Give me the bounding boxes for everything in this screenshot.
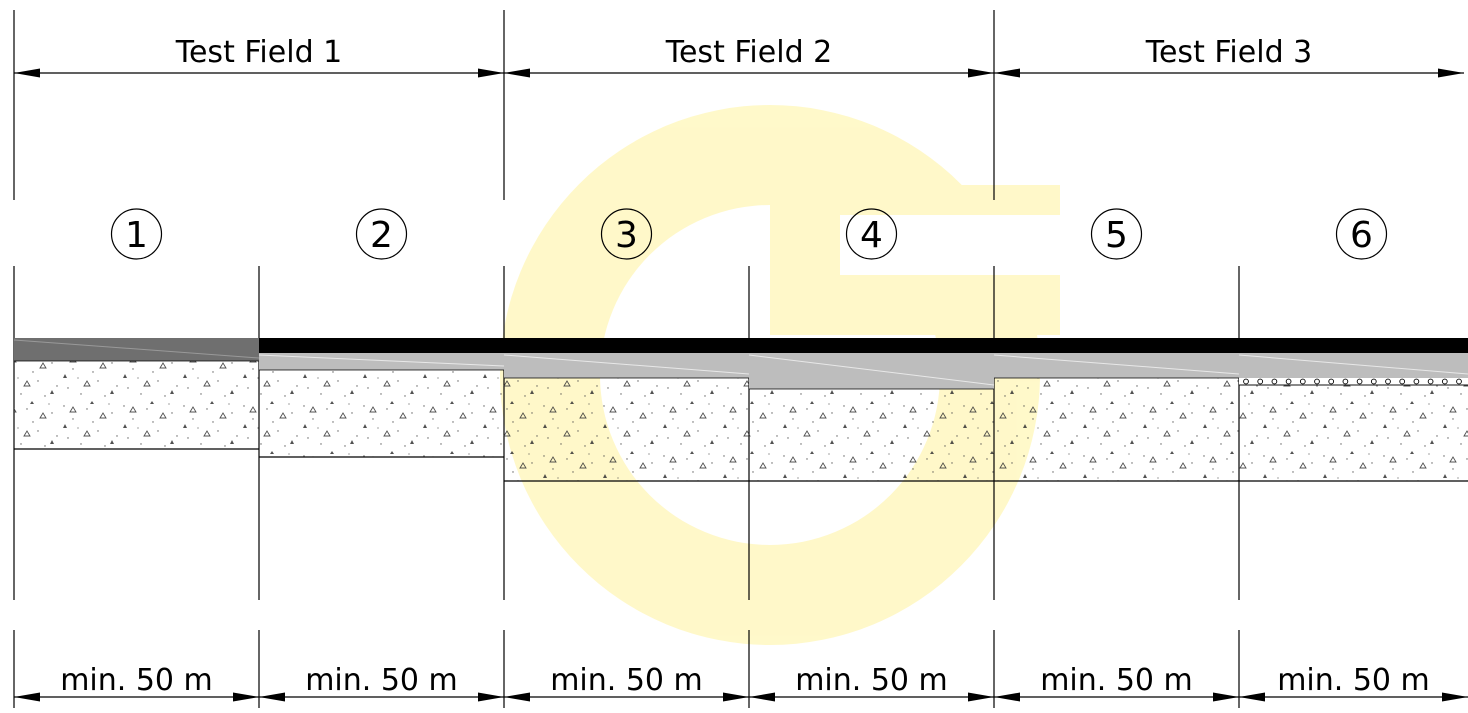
- binder-course-layer: [994, 353, 1239, 378]
- section-number-circle-3: [600, 208, 653, 260]
- pavement-section-5: [993, 338, 1240, 482]
- arrow-head-icon: [504, 68, 530, 78]
- arrow-head-icon: [478, 692, 504, 702]
- arrow-head-icon: [994, 692, 1020, 702]
- gravel-base-layer: [259, 370, 504, 457]
- arrow-head-icon: [1239, 692, 1265, 702]
- gravel-base-layer: [504, 378, 749, 481]
- section-number-circle-6: [1335, 208, 1388, 260]
- circle-interlayer-dot: [1285, 378, 1292, 385]
- section-length-label-1: min. 50 m: [60, 663, 213, 698]
- wearing-course-layer: [1239, 338, 1468, 353]
- wearing-course-layer: [259, 338, 504, 353]
- circle-interlayer-dot: [1456, 378, 1462, 385]
- section-length-label-4: min. 50 m: [795, 663, 948, 698]
- binder-course-layer: [1239, 353, 1468, 378]
- binder-hatch-line: [1238, 354, 1468, 375]
- circle-interlayer-dot: [1385, 378, 1391, 385]
- wearing-hatch-line: [13, 339, 260, 359]
- binder-hatch-line: [258, 354, 505, 367]
- binder-hatch-line: [993, 354, 1240, 375]
- pavement-section-3: [503, 338, 750, 482]
- gravel-base-layer: [749, 389, 994, 481]
- section-number-circle-4: [845, 208, 898, 260]
- arrow-head-icon: [478, 68, 504, 78]
- circle-interlayer-dot: [1257, 378, 1264, 385]
- arrow-head-icon: [749, 692, 775, 702]
- binder-hatch-line: [748, 354, 995, 386]
- gravel-base-layer: [994, 378, 1239, 481]
- test-field-label-2: Test Field 2: [665, 35, 832, 70]
- circle-interlayer-dot: [1356, 378, 1363, 385]
- section-number-3: 3: [615, 215, 638, 256]
- circle-interlayer-dot: [1271, 378, 1278, 385]
- test-field-label-1: Test Field 1: [175, 35, 342, 70]
- arrow-head-icon: [14, 68, 40, 78]
- pavement-section-6: [1238, 338, 1468, 482]
- arrow-head-icon: [968, 68, 994, 78]
- wearing-course-layer: [994, 338, 1239, 353]
- circle-interlayer-dot: [1314, 378, 1320, 385]
- section-length-label-5: min. 50 m: [1040, 663, 1193, 698]
- pavement-section-1: [13, 338, 260, 450]
- circle-interlayer-dot: [1328, 378, 1335, 385]
- binder-hatch-line: [503, 354, 750, 375]
- wearing-course-layer: [749, 338, 994, 353]
- circle-interlayer-dot: [1427, 378, 1434, 385]
- gravel-base-layer: [1239, 385, 1468, 481]
- wearing-course-layer: [504, 338, 749, 353]
- section-length-dimensions: min. 50 m min. 50 m min. 50 m min. 50 m …: [13, 630, 1468, 708]
- section-number-markers: 1 2 3 4 5 6: [110, 208, 1388, 260]
- arrow-head-icon: [14, 692, 40, 702]
- test-field-dimensions: Test Field 1 Test Field 2 Test Field 3: [14, 35, 1464, 78]
- section-length-label-2: min. 50 m: [305, 663, 458, 698]
- test-field-label-3: Test Field 3: [1145, 35, 1312, 70]
- arrow-head-icon: [1442, 692, 1468, 702]
- arrow-head-icon: [233, 692, 259, 702]
- circle-interlayer-dot: [1413, 378, 1420, 385]
- binder-course-layer: [749, 353, 994, 389]
- section-number-circle-2: [355, 208, 408, 260]
- arrow-head-icon: [723, 692, 749, 702]
- circle-interlayer-dot: [1342, 378, 1349, 385]
- circle-interlayer: [1239, 378, 1468, 385]
- section-number-circle-5: [1090, 208, 1143, 260]
- arrow-head-icon: [504, 692, 530, 702]
- binder-course-layer: [504, 353, 749, 378]
- section-number-4: 4: [860, 215, 883, 256]
- pavement-section-2: [258, 338, 505, 458]
- circle-interlayer-dot: [1441, 378, 1448, 385]
- section-number-5: 5: [1105, 215, 1128, 256]
- arrow-head-icon: [968, 692, 994, 702]
- pavement-layers: [13, 338, 1468, 482]
- arrow-head-icon: [1213, 692, 1239, 702]
- circle-interlayer-dot: [1243, 378, 1249, 385]
- section-number-6: 6: [1350, 215, 1373, 256]
- pavement-section-4: [748, 338, 995, 482]
- arrow-head-icon: [1438, 68, 1464, 78]
- section-length-label-6: min. 50 m: [1277, 663, 1430, 698]
- section-number-1: 1: [125, 215, 148, 256]
- circle-interlayer-dot: [1370, 378, 1377, 385]
- section-number-2: 2: [370, 215, 393, 256]
- arrow-head-icon: [994, 68, 1020, 78]
- arrow-head-icon: [259, 692, 285, 702]
- circle-interlayer-dot: [1299, 378, 1306, 385]
- binder-course-layer: [259, 353, 504, 370]
- section-number-circle-1: [110, 208, 163, 260]
- gravel-base-layer: [14, 361, 259, 449]
- section-length-label-3: min. 50 m: [550, 663, 703, 698]
- circle-interlayer-dot: [1399, 378, 1406, 385]
